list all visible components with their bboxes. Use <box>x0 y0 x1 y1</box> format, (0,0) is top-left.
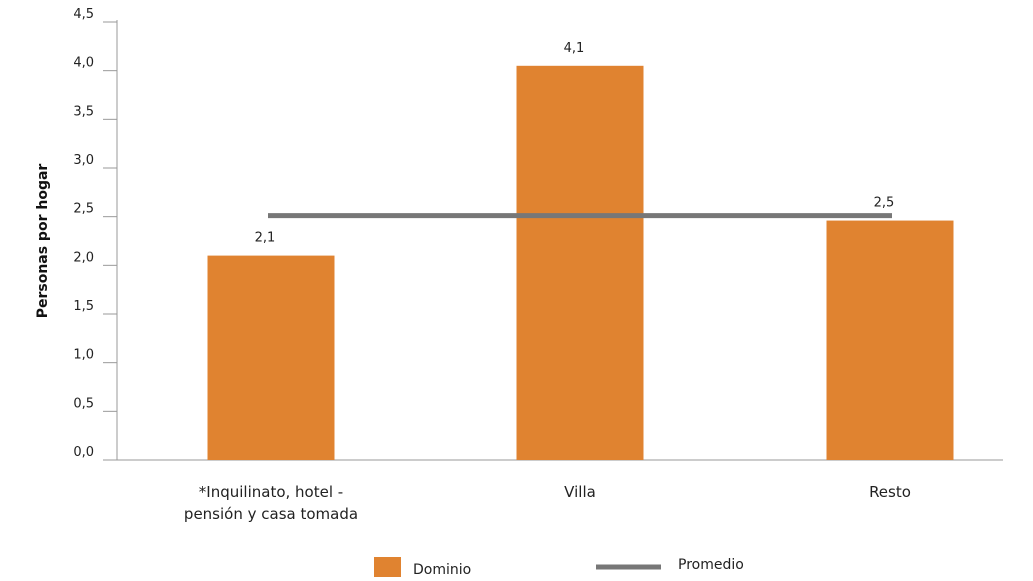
data-label-2: 4,1 <box>564 41 585 56</box>
y-tick-label: 4,0 <box>73 56 94 71</box>
legend-label-promedio: Promedio <box>678 557 744 573</box>
y-tick-label: 0,5 <box>73 396 94 411</box>
x-tick-label-1: *Inquilinato, hotel - <box>199 483 343 501</box>
data-label-3: 2,5 <box>874 196 895 211</box>
x-tick-label-3: Resto <box>869 483 911 501</box>
y-tick-label: 2,5 <box>73 202 94 217</box>
y-tick-label: 0,0 <box>73 445 94 460</box>
y-tick-label: 1,0 <box>73 348 94 363</box>
y-tick-label: 3,5 <box>73 104 94 119</box>
x-tick-label-1: pensión y casa tomada <box>184 505 358 523</box>
legend-label-dominio: Dominio <box>413 562 471 577</box>
data-label-1: 2,1 <box>255 231 276 246</box>
y-tick-label: 1,5 <box>73 299 94 314</box>
x-tick-label-2: Villa <box>564 483 596 501</box>
y-tick-label: 3,0 <box>73 153 94 168</box>
bar-1 <box>207 255 335 460</box>
bar-3 <box>826 220 954 460</box>
legend-swatch-dominio <box>374 557 401 577</box>
bar-2 <box>516 65 644 461</box>
y-axis-title: Personas por hogar <box>35 164 51 319</box>
y-tick-label: 2,0 <box>73 250 94 265</box>
y-tick-label: 4,5 <box>73 7 94 22</box>
